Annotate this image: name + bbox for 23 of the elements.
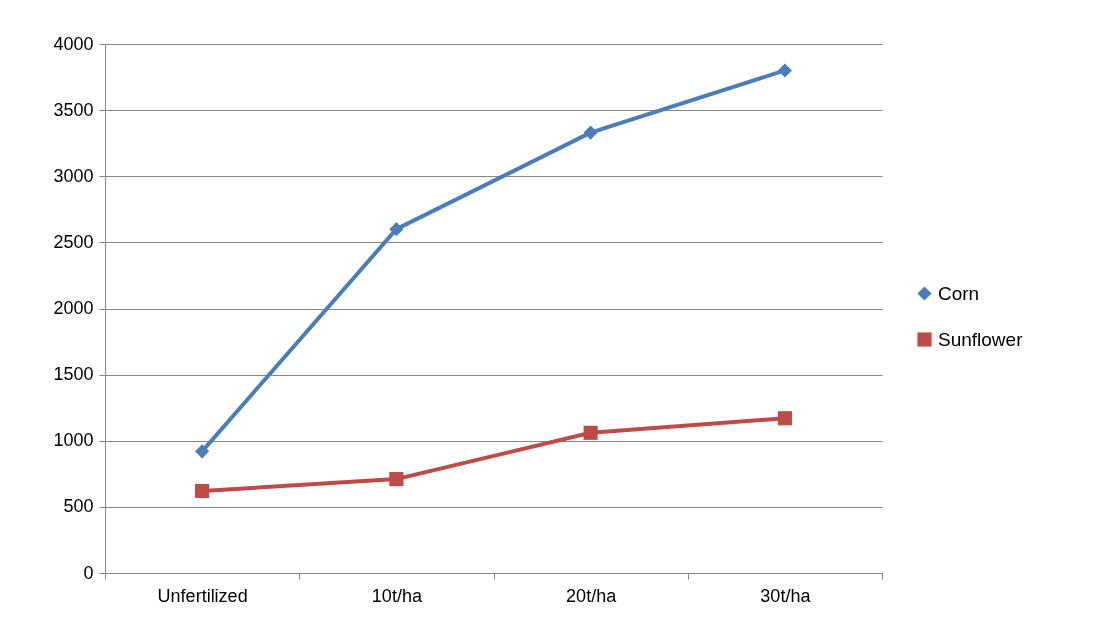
legend-label: Corn (938, 282, 980, 304)
point (389, 472, 404, 487)
y-tick-label: 4000 (53, 33, 94, 54)
y-tick-label: 1500 (53, 364, 94, 385)
x-tick-label: 10t/ha (371, 585, 423, 606)
x-tick-label: 20t/ha (566, 585, 618, 606)
point (389, 222, 404, 237)
x-tick-label: Unfertilized (157, 585, 248, 606)
y-tick-label: 2500 (53, 231, 94, 252)
y-tick-label: 3000 (53, 165, 94, 186)
y-tick-label: 2000 (53, 298, 94, 318)
point (777, 411, 792, 426)
point (583, 425, 598, 440)
point (583, 125, 598, 140)
y-tick-label: 3500 (53, 99, 94, 120)
y-tick-label: 1000 (53, 430, 94, 451)
legend-label: Sunflower (938, 328, 1024, 350)
x-tick-label: 30t/ha (760, 585, 812, 606)
point (195, 444, 210, 459)
y-tick-label: 0 (83, 562, 94, 583)
point (777, 63, 792, 78)
point (195, 483, 210, 499)
y-tick-label: 500 (63, 496, 94, 517)
